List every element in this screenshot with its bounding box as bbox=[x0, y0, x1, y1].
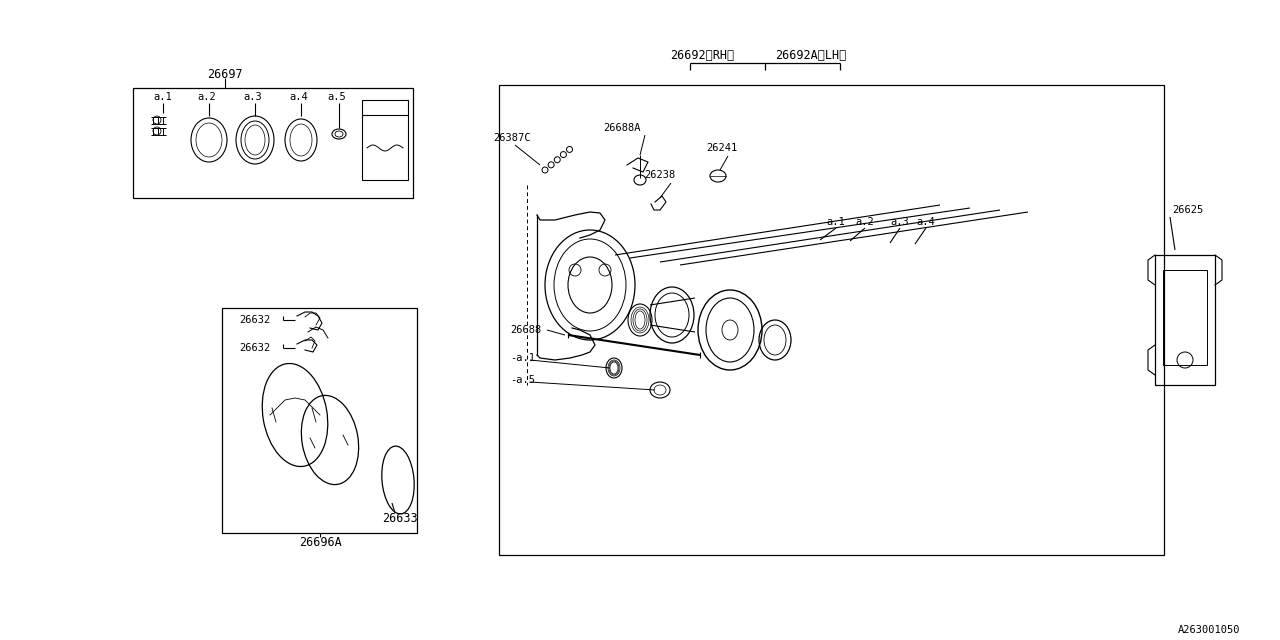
Text: a.5: a.5 bbox=[328, 92, 347, 102]
Text: -a.5: -a.5 bbox=[509, 375, 535, 385]
Text: 26387C: 26387C bbox=[493, 133, 531, 143]
Bar bbox=[1155, 255, 1215, 385]
Text: a.2: a.2 bbox=[855, 217, 874, 227]
Text: 26633: 26633 bbox=[383, 511, 417, 525]
Text: -a.1: -a.1 bbox=[509, 353, 535, 363]
Text: a.3: a.3 bbox=[243, 92, 262, 102]
Text: 26688: 26688 bbox=[509, 325, 541, 335]
Text: 26688A: 26688A bbox=[603, 123, 641, 133]
Text: 26696A: 26696A bbox=[298, 536, 342, 550]
Text: 26692〈RH〉: 26692〈RH〉 bbox=[669, 49, 735, 61]
Text: a.3: a.3 bbox=[891, 217, 909, 227]
Text: a.1: a.1 bbox=[827, 217, 845, 227]
Text: A263001050: A263001050 bbox=[1178, 625, 1240, 635]
Text: 26692A〈LH〉: 26692A〈LH〉 bbox=[774, 49, 846, 61]
Bar bbox=[1164, 270, 1207, 365]
Bar bbox=[221, 308, 417, 533]
Text: 26238: 26238 bbox=[644, 170, 676, 180]
Text: 26632: 26632 bbox=[239, 343, 270, 353]
Text: a.4: a.4 bbox=[289, 92, 308, 102]
Text: 26632: 26632 bbox=[239, 315, 270, 325]
Bar bbox=[362, 100, 408, 180]
Text: 26241: 26241 bbox=[707, 143, 737, 153]
Text: 26625: 26625 bbox=[1172, 205, 1203, 215]
Text: a.4: a.4 bbox=[916, 217, 936, 227]
Bar bbox=[133, 88, 413, 198]
Text: 26697: 26697 bbox=[207, 67, 243, 81]
Text: a.1: a.1 bbox=[154, 92, 173, 102]
Bar bbox=[499, 85, 1164, 555]
Text: a.2: a.2 bbox=[197, 92, 216, 102]
